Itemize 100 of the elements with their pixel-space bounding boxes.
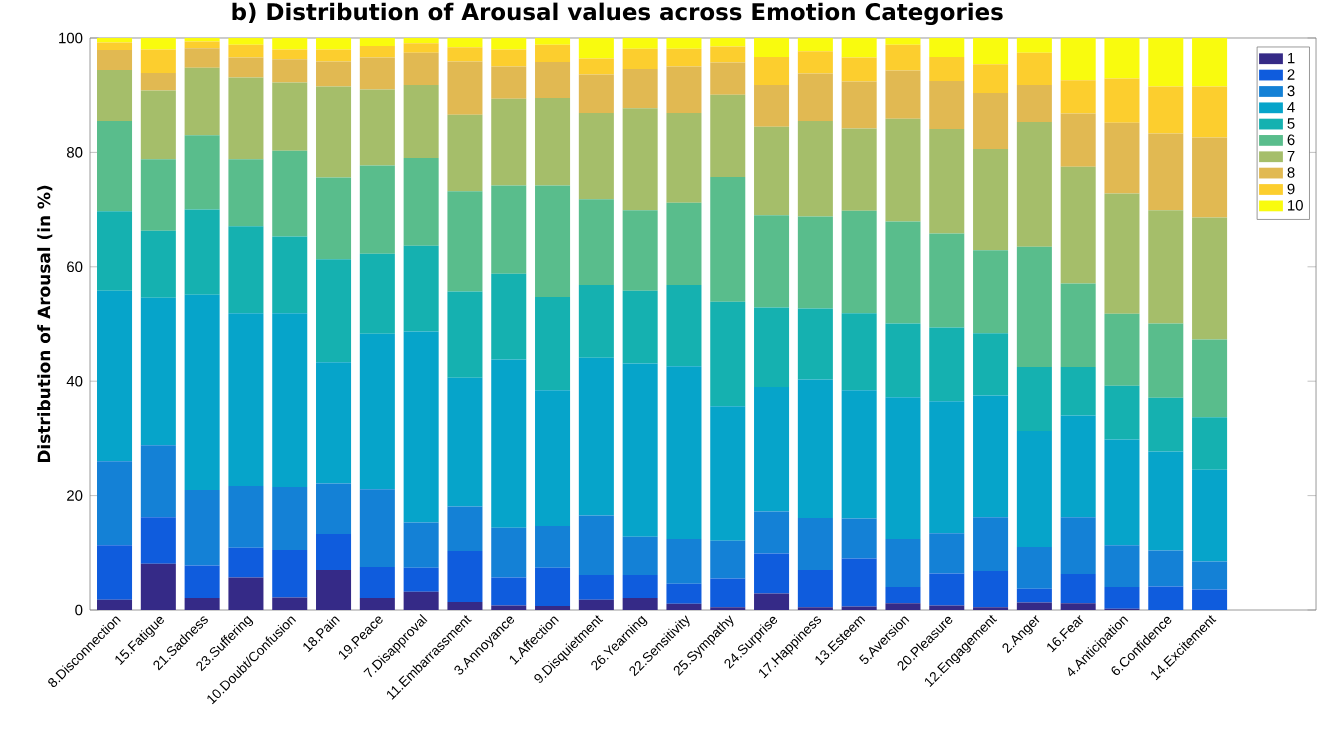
bar — [1060, 603, 1096, 610]
bar — [885, 44, 921, 71]
bar — [885, 603, 921, 610]
bar — [403, 591, 439, 610]
bar — [666, 539, 702, 584]
bar — [578, 285, 614, 358]
bar — [841, 210, 877, 314]
bar — [797, 73, 833, 121]
bar — [929, 327, 965, 402]
bar — [710, 578, 746, 608]
bar — [1148, 550, 1184, 587]
bar — [710, 301, 746, 407]
bar — [929, 80, 965, 129]
bar — [359, 46, 395, 58]
bar — [447, 506, 483, 552]
bar — [1148, 133, 1184, 211]
bar — [316, 177, 352, 260]
bar — [535, 525, 571, 568]
bar — [228, 485, 264, 548]
bar — [666, 202, 702, 286]
bar — [535, 297, 571, 391]
bar — [184, 489, 220, 566]
bar — [973, 333, 1009, 396]
bar — [447, 601, 483, 610]
bar — [184, 597, 220, 610]
bar — [316, 533, 352, 570]
bar — [535, 567, 571, 606]
bar — [622, 37, 658, 49]
bar — [578, 515, 614, 576]
bar — [1016, 602, 1052, 610]
bar — [535, 37, 571, 45]
bar — [403, 43, 439, 53]
bar — [666, 66, 702, 113]
bar — [1192, 86, 1228, 138]
bar — [797, 308, 833, 380]
bar — [1016, 547, 1052, 589]
bar — [228, 159, 264, 227]
bar — [666, 366, 702, 540]
bar — [447, 114, 483, 192]
bar — [535, 44, 571, 63]
bar — [1060, 366, 1096, 416]
bar — [97, 70, 133, 121]
bar — [885, 587, 921, 604]
bar — [885, 37, 921, 45]
bar — [491, 66, 527, 99]
bar — [710, 62, 746, 95]
bar — [841, 128, 877, 211]
bar — [140, 563, 176, 610]
bar — [1016, 84, 1052, 123]
bar — [929, 401, 965, 534]
bar — [1148, 37, 1184, 87]
bar — [140, 49, 176, 73]
bar — [403, 245, 439, 332]
bar — [272, 49, 308, 60]
bar — [929, 128, 965, 234]
bar — [797, 37, 833, 52]
bar — [797, 569, 833, 608]
bar — [578, 199, 614, 286]
bar — [140, 37, 176, 50]
bar — [841, 57, 877, 82]
bar — [403, 52, 439, 85]
y-axis-title: Distribution of Arousal (in %) — [37, 185, 53, 463]
bar — [228, 547, 264, 578]
bar — [885, 70, 921, 119]
bar — [1016, 366, 1052, 431]
bar — [1060, 113, 1096, 167]
bar — [885, 221, 921, 324]
bar — [97, 50, 133, 71]
bar — [447, 191, 483, 292]
bar — [666, 583, 702, 604]
bar — [491, 527, 527, 578]
bar — [403, 84, 439, 159]
bar — [272, 487, 308, 550]
bar — [184, 67, 220, 136]
bar — [973, 148, 1009, 251]
bar — [929, 533, 965, 574]
bar — [184, 565, 220, 598]
bar — [1104, 313, 1140, 386]
bar — [622, 575, 658, 598]
bar — [710, 406, 746, 541]
bar — [973, 571, 1009, 608]
bar — [622, 68, 658, 109]
bar — [797, 120, 833, 217]
bar — [491, 37, 527, 50]
bar — [272, 37, 308, 50]
bar — [491, 359, 527, 528]
bar — [1016, 246, 1052, 367]
bar — [316, 569, 352, 610]
bar — [622, 210, 658, 291]
bar — [228, 44, 264, 58]
bar — [491, 577, 527, 606]
bar — [359, 89, 395, 166]
bar — [754, 511, 790, 554]
bar — [1104, 122, 1140, 194]
bar — [1148, 323, 1184, 398]
bar — [491, 98, 527, 186]
bar — [666, 285, 702, 367]
bar — [841, 37, 877, 58]
bar — [359, 489, 395, 568]
bar — [622, 536, 658, 576]
